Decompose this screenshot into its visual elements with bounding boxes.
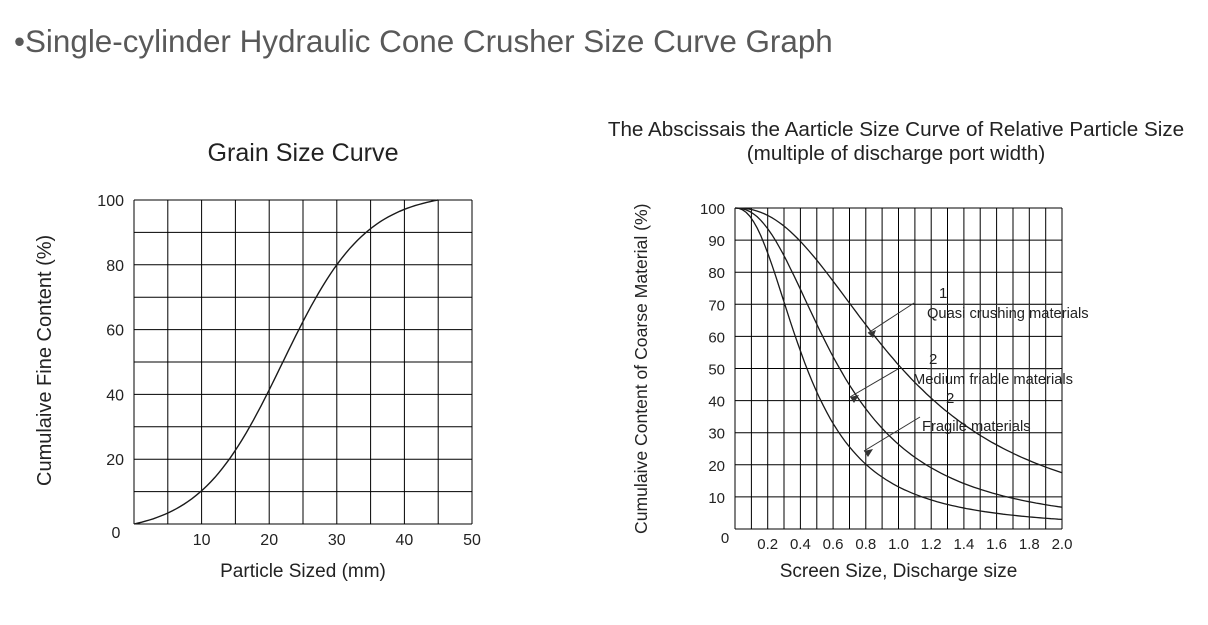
svg-text:10: 10: [708, 490, 725, 507]
svg-text:20: 20: [260, 532, 278, 549]
svg-text:40: 40: [396, 532, 414, 549]
svg-text:1.2: 1.2: [921, 536, 942, 553]
svg-text:2: 2: [929, 351, 937, 368]
svg-text:20: 20: [708, 458, 725, 475]
svg-text:1.4: 1.4: [953, 536, 974, 553]
svg-text:10: 10: [193, 532, 211, 549]
svg-text:Quasi crushing materials: Quasi crushing materials: [927, 306, 1089, 322]
svg-text:1: 1: [939, 285, 947, 302]
svg-text:Medium friable materials: Medium friable materials: [913, 372, 1073, 388]
svg-text:50: 50: [463, 532, 481, 549]
svg-text:0: 0: [721, 530, 729, 547]
svg-text:50: 50: [708, 362, 725, 379]
svg-text:40: 40: [708, 394, 725, 411]
svg-text:0: 0: [112, 525, 121, 542]
svg-text:40: 40: [106, 387, 124, 404]
svg-text:80: 80: [106, 258, 124, 275]
svg-text:60: 60: [106, 323, 124, 340]
svg-text:100: 100: [700, 201, 725, 218]
svg-text:0.6: 0.6: [823, 536, 844, 553]
svg-text:2: 2: [946, 390, 954, 407]
svg-text:1.6: 1.6: [986, 536, 1007, 553]
svg-text:Fragile materials: Fragile materials: [922, 419, 1031, 435]
svg-text:2.0: 2.0: [1052, 536, 1073, 553]
svg-text:100: 100: [97, 193, 124, 210]
svg-text:20: 20: [106, 452, 124, 469]
svg-text:30: 30: [708, 426, 725, 443]
svg-text:70: 70: [708, 297, 725, 314]
svg-text:60: 60: [708, 329, 725, 346]
svg-text:80: 80: [708, 265, 725, 282]
svg-text:0.4: 0.4: [790, 536, 811, 553]
svg-text:1.8: 1.8: [1019, 536, 1040, 553]
svg-text:0.8: 0.8: [855, 536, 876, 553]
svg-text:0.2: 0.2: [757, 536, 778, 553]
svg-text:1.0: 1.0: [888, 536, 909, 553]
svg-text:30: 30: [328, 532, 346, 549]
svg-text:90: 90: [708, 233, 725, 250]
